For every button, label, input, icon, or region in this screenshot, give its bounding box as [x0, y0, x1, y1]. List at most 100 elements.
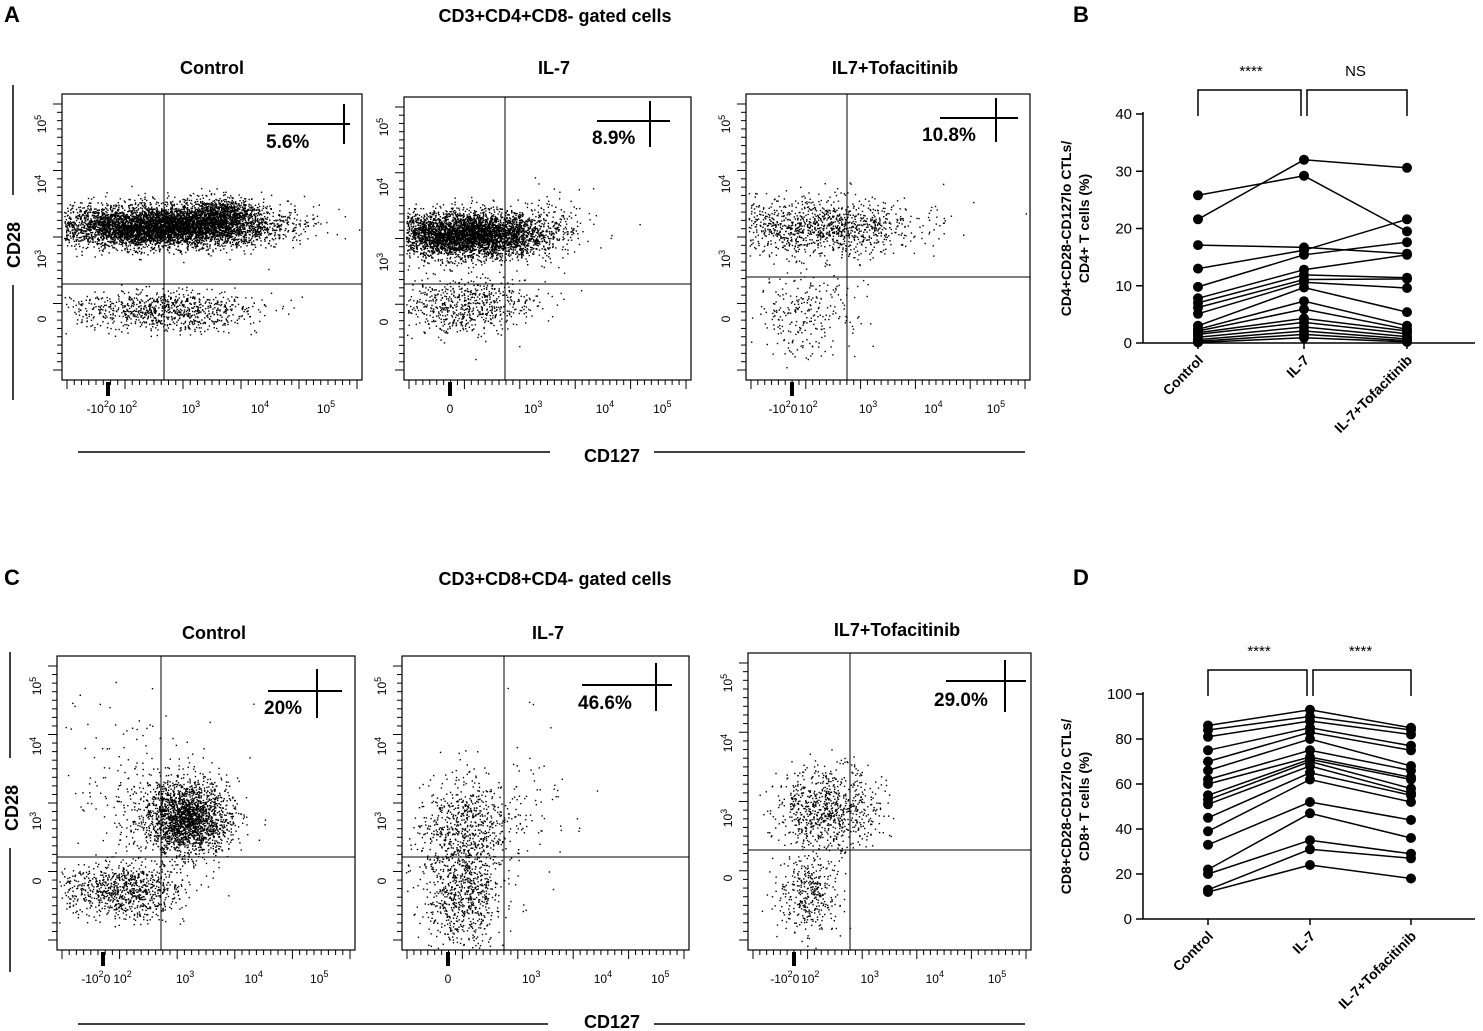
event-dot: [90, 209, 92, 211]
event-dot: [108, 252, 110, 254]
event-dot: [105, 210, 107, 213]
event-dot: [96, 229, 98, 231]
event-dot: [138, 215, 140, 218]
event-dot: [156, 208, 158, 210]
event-dot: [123, 235, 126, 237]
event-dot: [104, 216, 106, 218]
event-dot: [183, 201, 185, 203]
event-dot: [273, 223, 276, 225]
event-dot: [66, 234, 68, 236]
event-dot: [118, 243, 120, 245]
event-dot: [66, 235, 68, 238]
event-dot: [140, 213, 142, 215]
event-dot: [164, 234, 166, 236]
event-dot: [171, 243, 173, 245]
event-dot: [180, 208, 182, 211]
event-dot: [198, 236, 200, 239]
event-dot: [266, 205, 268, 208]
event-dot: [96, 226, 99, 228]
event-dot: [256, 220, 258, 222]
event-dot: [78, 221, 81, 224]
event-dot: [92, 212, 94, 214]
event-dot: [225, 240, 228, 242]
event-dot: [241, 233, 244, 235]
event-dot: [179, 227, 181, 229]
event-dot: [218, 239, 220, 241]
event-dot: [259, 230, 262, 232]
event-dot: [140, 226, 143, 228]
event-dot: [211, 233, 214, 235]
event-dot: [154, 208, 156, 210]
event-dot: [109, 217, 112, 219]
event-dot: [82, 224, 84, 226]
event-dot: [195, 231, 197, 233]
event-dot: [176, 211, 178, 214]
event-dot: [207, 227, 209, 229]
event-dot: [272, 222, 274, 224]
event-dot: [141, 212, 143, 214]
event-dot: [100, 234, 102, 236]
event-dot: [143, 228, 145, 230]
event-dot: [220, 226, 222, 229]
event-dot: [252, 235, 254, 237]
event-dot: [97, 229, 100, 231]
event-dot: [269, 233, 272, 236]
event-dot: [83, 207, 86, 209]
event-dot: [206, 245, 208, 247]
event-dot: [186, 247, 188, 249]
event-dot: [144, 235, 146, 238]
event-dot: [169, 241, 171, 243]
event-dot: [129, 237, 132, 239]
event-dot: [101, 230, 103, 232]
event-dot: [257, 220, 259, 222]
event-dot: [145, 208, 147, 211]
event-dot: [173, 232, 176, 234]
event-dot: [92, 237, 94, 240]
event-dot: [163, 225, 165, 227]
event-dot: [157, 241, 159, 244]
event-dot: [235, 224, 237, 227]
event-dot: [66, 229, 68, 231]
event-dot: [197, 228, 200, 230]
event-dot: [64, 215, 66, 218]
event-dot: [111, 240, 114, 243]
event-dot: [151, 243, 154, 246]
event-dot: [114, 207, 116, 210]
event-dot: [89, 211, 92, 214]
event-dot: [177, 245, 179, 248]
event-dot: [287, 221, 290, 223]
event-dot: [173, 244, 176, 246]
event-dot: [121, 205, 123, 207]
event-dot: [137, 216, 139, 218]
event-dot: [274, 237, 277, 240]
event-dot: [231, 241, 234, 243]
event-dot: [245, 221, 247, 223]
event-dot: [147, 208, 149, 210]
event-dot: [219, 232, 222, 234]
event-dot: [254, 216, 256, 218]
event-dot: [191, 235, 194, 237]
event-dot: [296, 219, 298, 221]
event-dot: [69, 226, 71, 228]
event-dot: [175, 222, 177, 225]
event-dot: [93, 225, 95, 227]
event-dot: [174, 228, 176, 230]
event-dot: [161, 238, 163, 240]
event-dot: [108, 219, 110, 221]
event-dot: [164, 231, 166, 233]
event-dot: [117, 238, 119, 241]
event-dot: [85, 230, 87, 232]
event-dot: [109, 227, 111, 229]
event-dot: [156, 221, 158, 223]
event-dot: [65, 237, 67, 240]
event-dot: [209, 245, 211, 247]
event-dot: [146, 231, 148, 234]
event-dot: [145, 207, 147, 209]
event-dot: [207, 202, 210, 205]
event-dot: [206, 243, 209, 245]
event-dot: [99, 224, 102, 226]
event-dot: [226, 218, 228, 221]
event-dot: [153, 228, 155, 231]
event-dot: [125, 238, 128, 240]
event-dot: [179, 201, 181, 203]
